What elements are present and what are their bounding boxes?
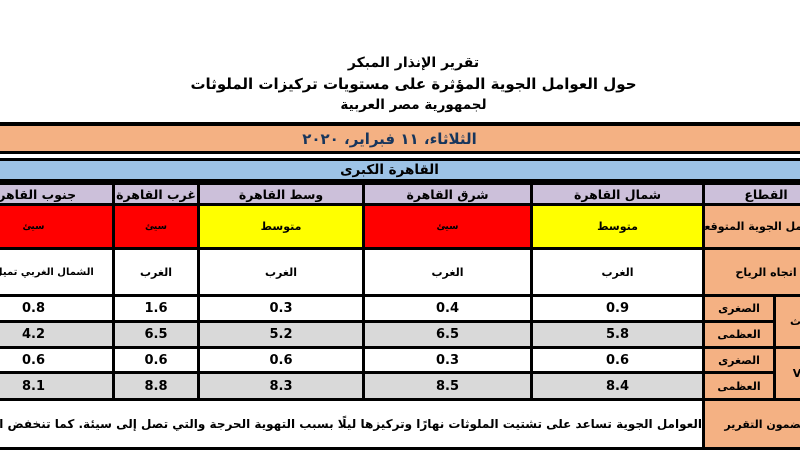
- report-title-line1: تقرير الإنذار المبكر: [347, 55, 480, 71]
- wind-speed-unit: م/ث: [772, 294, 800, 349]
- column-header-west-cairo: غرب القاهرة: [112, 182, 200, 206]
- value-cell: 5.2: [197, 320, 365, 349]
- value-cell: 0.6: [197, 346, 365, 374]
- region-banner: القاهرة الكبرى: [0, 158, 800, 182]
- status-cell-south: سيئ: [0, 203, 115, 250]
- column-header-north-cairo: شمال القاهرة: [530, 182, 705, 206]
- expected-weather-row: سيئ سيئ متوسط سيئ متوسط العوامل الجوية ا…: [0, 203, 800, 250]
- status-cell-north: متوسط: [530, 203, 705, 250]
- row-label-maximum: العظمى: [702, 320, 776, 349]
- report-title-line2: حول العوامل الجوية المؤثرة على مستويات ت…: [190, 75, 637, 93]
- value-cell: 6.5: [112, 320, 200, 349]
- report-title-block: تقرير الإنذار المبكر حول العوامل الجوية …: [0, 0, 800, 115]
- wind-cell-central: الغرب: [197, 247, 365, 297]
- value-cell: 0.6: [530, 346, 705, 374]
- report-summary-text: العوامل الجوية تساعد على تشتيت الملوثات …: [0, 398, 705, 450]
- wind-cell-east: الغرب: [362, 247, 533, 297]
- value-cell: 6.5: [362, 320, 533, 349]
- weather-factors-table: جنوب القاهرة غرب القاهرة وسط القاهرة شرق…: [0, 182, 800, 450]
- column-header-south-cairo: جنوب القاهرة: [0, 182, 115, 206]
- value-cell: 0.9: [530, 294, 705, 323]
- value-cell: 1.6: [112, 294, 200, 323]
- status-cell-east: سيئ: [362, 203, 533, 250]
- wind-cell-west: الغرب: [112, 247, 200, 297]
- row-label-wind-direction: اتجاه الرياح: [701, 247, 800, 297]
- value-cell: 0.8: [0, 294, 115, 323]
- column-header-sector: القطاع: [701, 182, 800, 206]
- value-cell: 8.3: [197, 371, 365, 401]
- value-cell: 8.1: [0, 371, 115, 401]
- wind-direction-row: الشمال الغربي تميل نحو الغرب الغرب الغرب…: [0, 247, 800, 297]
- report-title-line3: لجمهورية مصر العربية: [340, 97, 487, 113]
- header-row: جنوب القاهرة غرب القاهرة وسط القاهرة شرق…: [0, 182, 800, 206]
- value-cell: 8.5: [362, 371, 533, 401]
- value-cell: 4.2: [0, 320, 115, 349]
- value-cell: 0.6: [0, 346, 115, 374]
- visibility-max-row: 8.1 8.8 8.3 8.5 8.4 العظمى: [0, 371, 800, 401]
- value-cell: 0.4: [362, 294, 533, 323]
- value-cell: 8.8: [112, 371, 200, 401]
- value-cell: 8.4: [530, 371, 705, 401]
- visibility-unit: (VI: [772, 346, 800, 401]
- report-summary-row: العوامل الجوية تساعد على تشتيت الملوثات …: [0, 398, 800, 450]
- row-label-minimum: الصغرى: [702, 346, 776, 374]
- column-header-central-cairo: وسط القاهرة: [197, 182, 365, 206]
- wind-cell-north: الغرب: [530, 247, 705, 297]
- value-cell: 0.6: [112, 346, 200, 374]
- visibility-min-row: 0.6 0.6 0.6 0.3 0.6 الصغرى (VI: [0, 346, 800, 401]
- row-label-expected-weather: العوامل الجوية المتوقعة: [701, 203, 800, 250]
- value-cell: 0.3: [362, 346, 533, 374]
- status-cell-west: سيئ: [112, 203, 200, 250]
- wind-speed-min-row: 0.8 1.6 0.3 0.4 0.9 الصغرى م/ث: [0, 294, 800, 349]
- value-cell: 0.3: [197, 294, 365, 323]
- column-header-east-cairo: شرق القاهرة: [362, 182, 533, 206]
- wind-speed-max-row: 4.2 6.5 5.2 6.5 5.8 العظمى: [0, 320, 800, 349]
- row-label-report-content: مضمون التقرير: [701, 398, 800, 450]
- status-cell-central: متوسط: [197, 203, 365, 250]
- row-label-minimum: الصغرى: [702, 294, 776, 323]
- wind-cell-south: الشمال الغربي تميل نحو: [0, 247, 115, 297]
- value-cell: 5.8: [530, 320, 705, 349]
- row-label-maximum: العظمى: [702, 371, 776, 401]
- date-banner: الثلاثاء، ١١ فبراير، ٢٠٢٠: [0, 122, 800, 154]
